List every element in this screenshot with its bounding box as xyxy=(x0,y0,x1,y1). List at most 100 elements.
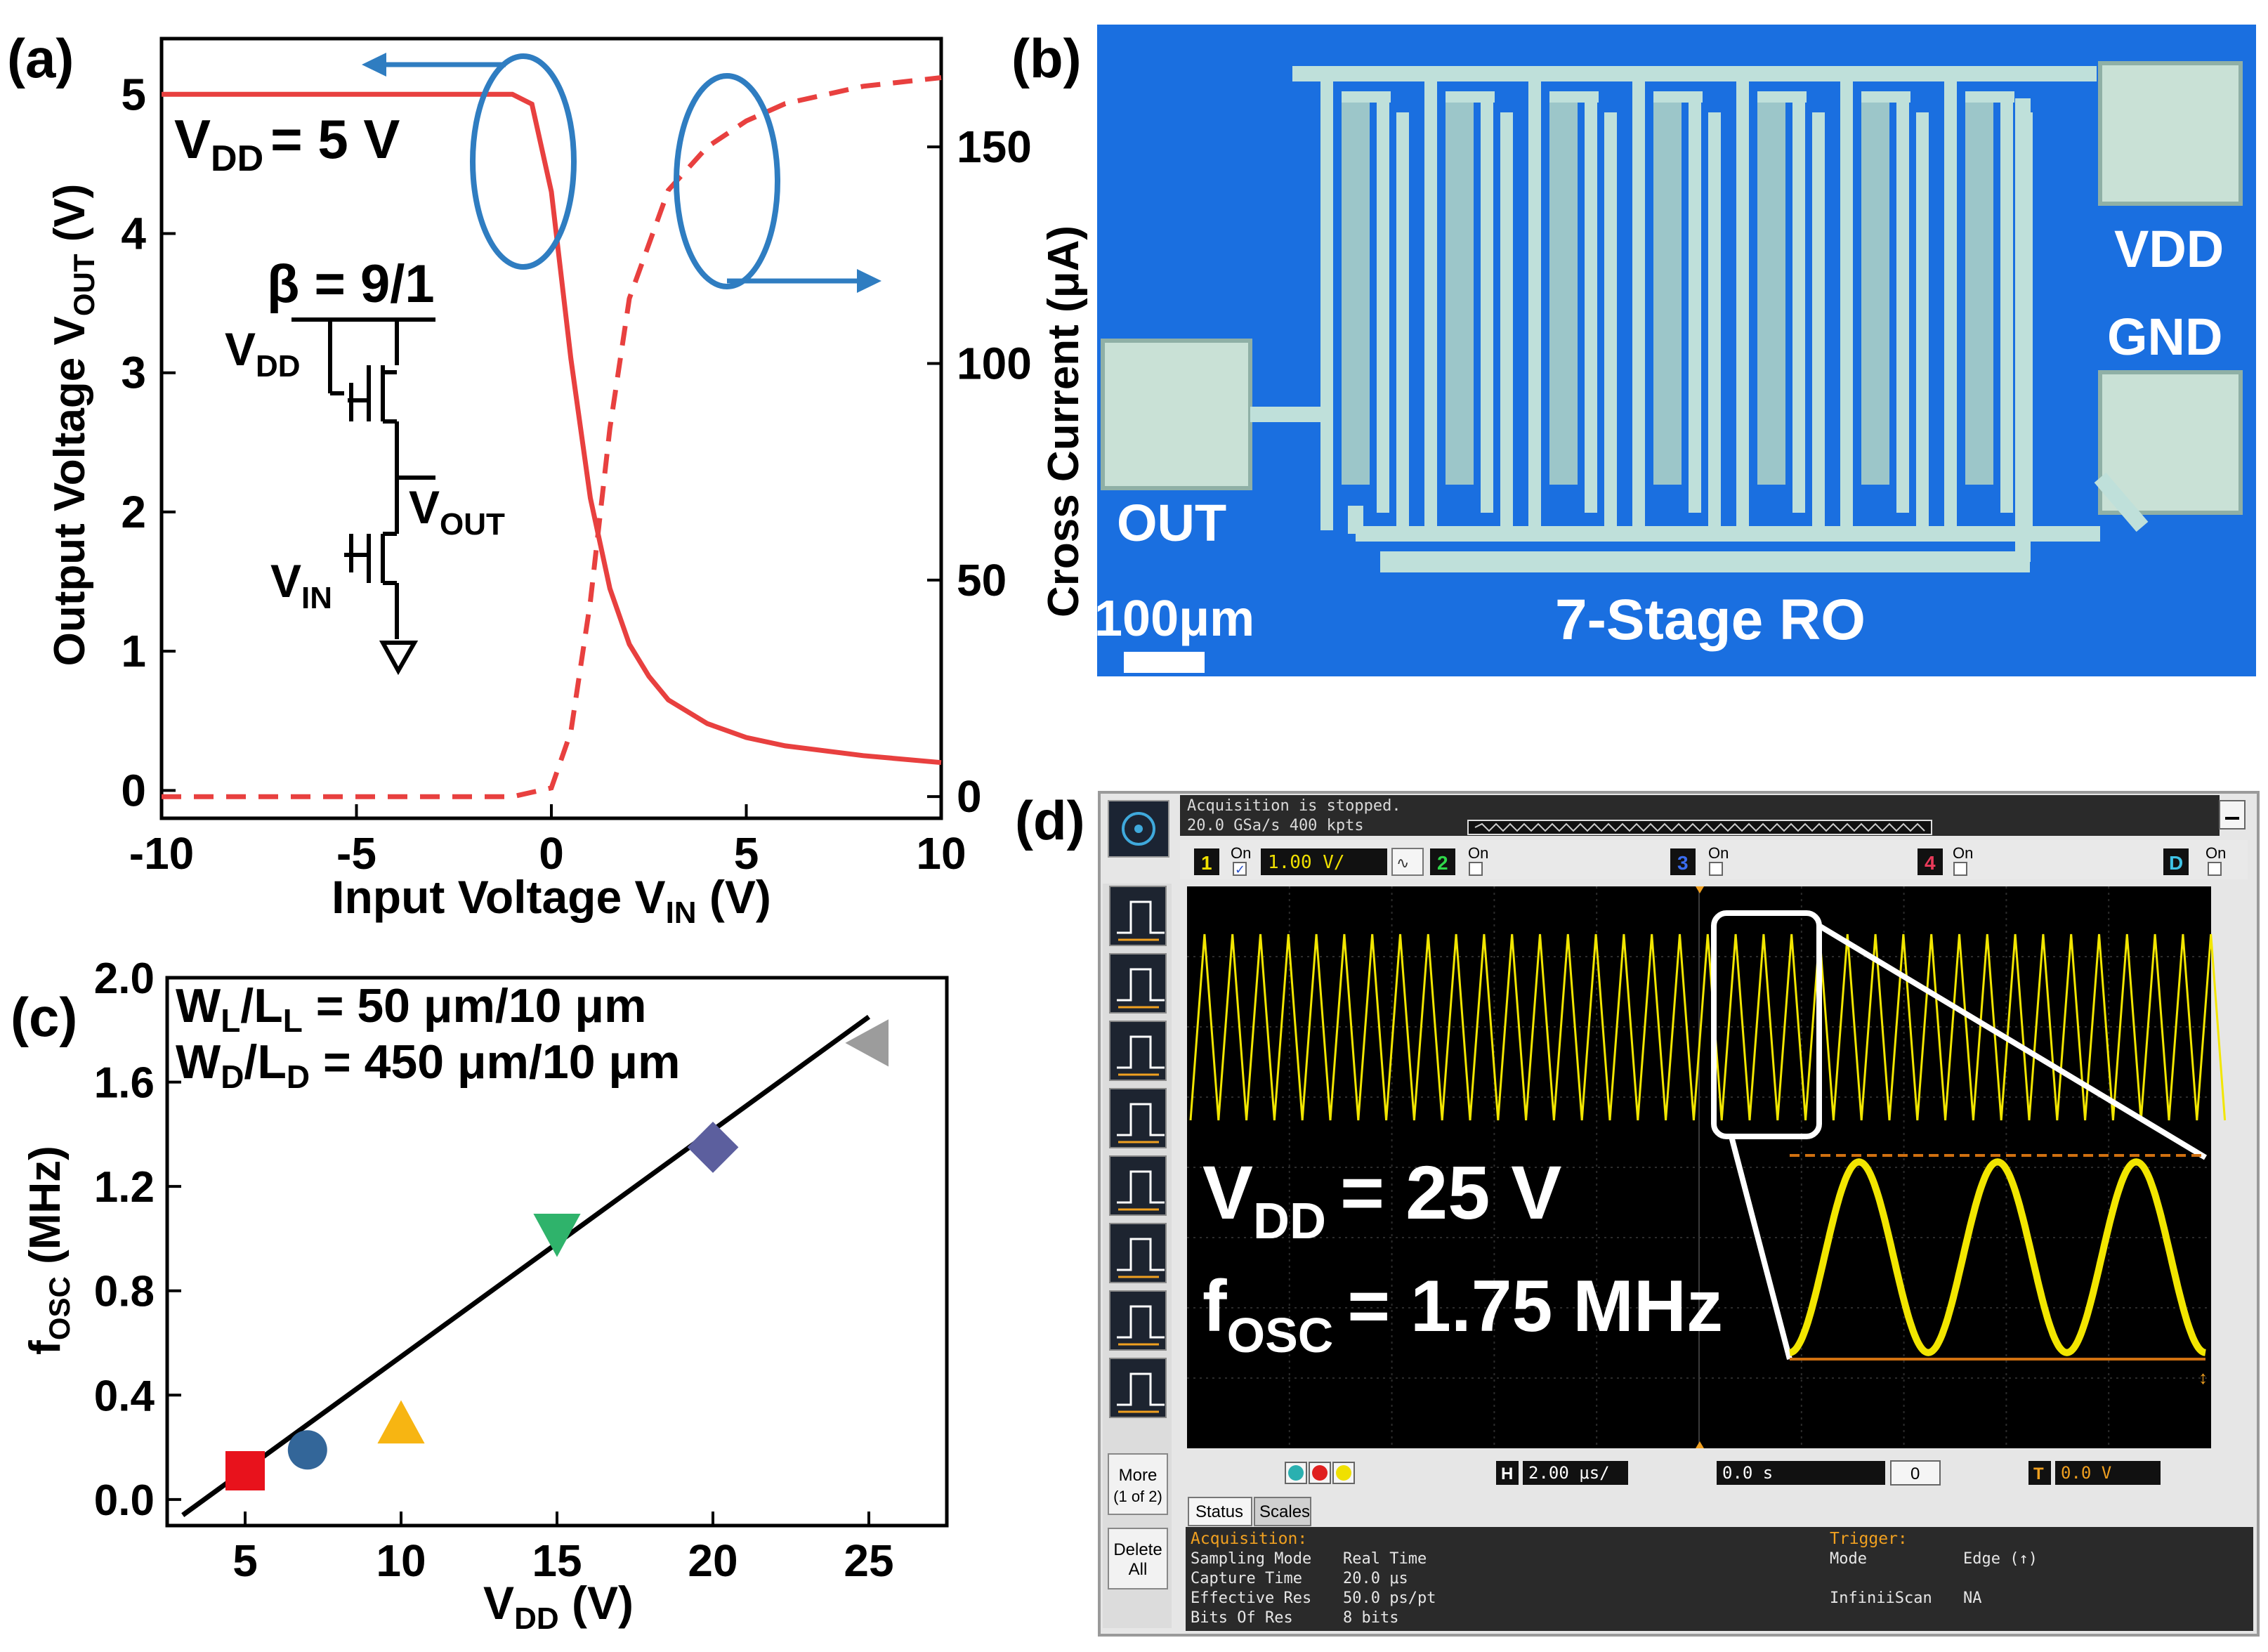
setup-hold-icon xyxy=(1117,1238,1165,1271)
ch1-number: 1 xyxy=(1201,852,1212,874)
trigger-tool-button[interactable] xyxy=(1109,1223,1167,1283)
pad-label-gnd: GND xyxy=(2107,308,2222,366)
ch2-on-checkbox[interactable] xyxy=(1469,862,1483,876)
acquisition-rows: Sampling Mode Real Time Capture Time 20.0 μ… xyxy=(1191,1550,1436,1627)
cyan-dot-icon xyxy=(1288,1465,1304,1481)
t-badge[interactable] xyxy=(2028,1461,2051,1485)
trigger-tool-button[interactable] xyxy=(1109,1021,1167,1081)
t-offset-field[interactable] xyxy=(1717,1461,1885,1485)
ch1-on-checkbox[interactable] xyxy=(1233,862,1247,876)
agilent-logo-dot xyxy=(1134,825,1143,833)
ro-finger-d xyxy=(1708,112,1721,527)
digital-on-label: On xyxy=(2205,844,2226,862)
ch4-number: 4 xyxy=(1925,852,1936,874)
ro-finger-d xyxy=(1500,112,1513,527)
ch1-coupling-button[interactable] xyxy=(1391,848,1424,876)
ro-finger-cap xyxy=(1965,91,2014,103)
panel-a-vdd-label: VDD = 5 V xyxy=(174,108,400,179)
ground-icon xyxy=(379,641,419,676)
ro-finger-d xyxy=(1396,112,1409,527)
yellow-dot-icon xyxy=(1336,1465,1351,1481)
ch4-on-label: On xyxy=(1953,844,1973,862)
ro-finger-b xyxy=(1653,91,1682,485)
trigger-tool-button[interactable] xyxy=(1109,1290,1167,1351)
panel-c-ylabel: fOSC (MHz) xyxy=(21,1146,76,1355)
current-curve-ellipse xyxy=(674,73,780,289)
panel-c-ticks: 5 10 15 20 25 0.0 0.4 0.8 1.2 1.6 2.0 xyxy=(94,955,894,1586)
trigger-tool-button[interactable] xyxy=(1109,953,1167,1014)
ro-finger-cap xyxy=(1446,91,1495,103)
ro-finger-c xyxy=(1896,91,1909,513)
ch2-number: 2 xyxy=(1437,852,1448,874)
panel-a-y2label: Cross Current (μA) xyxy=(1040,225,1088,617)
ro-finger-b xyxy=(1446,91,1474,485)
delete-all-button[interactable] xyxy=(1108,1528,1168,1589)
c-ytick-label: 0.8 xyxy=(94,1268,155,1316)
trigger-rows: Mode Edge (↑) InfiniiScan NA xyxy=(1830,1550,2038,1607)
trigger-level-icon: ↕ xyxy=(2198,1367,2208,1388)
trigger-tool-button[interactable] xyxy=(1109,1155,1167,1216)
ch3-badge[interactable] xyxy=(1670,848,1696,875)
digital-badge[interactable] xyxy=(2163,848,2189,875)
scope-logo-button[interactable] xyxy=(1108,800,1169,858)
pulse-interval-icon xyxy=(1117,1103,1165,1136)
ch1-waveform xyxy=(1189,933,2227,1121)
data-point-triangle-up xyxy=(377,1400,425,1444)
ch4-badge[interactable] xyxy=(1918,848,1943,875)
more-button[interactable] xyxy=(1108,1453,1168,1515)
h-badge[interactable] xyxy=(1496,1461,1519,1485)
ro-finger-d xyxy=(1916,112,1929,527)
ro-finger-cap xyxy=(1653,91,1703,103)
a-ytick-label: 3 xyxy=(121,348,146,398)
ch4-on-checkbox[interactable] xyxy=(1953,862,1967,876)
trigger-tool-button[interactable] xyxy=(1109,1358,1167,1418)
vdd-pad xyxy=(2098,61,2243,206)
delete-button-label: Delete xyxy=(1113,1540,1162,1559)
a-y2tick-label: 0 xyxy=(957,771,982,822)
ro-finger-a xyxy=(1632,74,1645,530)
ro-finger-a xyxy=(1840,74,1853,530)
ch2-on-label: On xyxy=(1468,844,1488,862)
c-xtick-label: 25 xyxy=(844,1535,893,1586)
ch3-on-checkbox[interactable] xyxy=(1709,862,1723,876)
ro-finger-c xyxy=(1481,91,1493,513)
data-point-diamond xyxy=(687,1122,739,1173)
tab-scales-label: Scales xyxy=(1259,1502,1310,1521)
tab-status[interactable] xyxy=(1188,1497,1252,1526)
scale-bar xyxy=(1124,652,1205,673)
trigger-value: NA xyxy=(1963,1589,1982,1607)
zoom-value: 0 xyxy=(1910,1464,1920,1483)
panel-c-label: (c) xyxy=(11,986,77,1048)
panel-c-annot-2: WD/LD = 450 μm/10 μm xyxy=(176,1035,681,1095)
ro-finger-b xyxy=(1549,91,1578,485)
trigger-title: Trigger: xyxy=(1830,1530,1908,1548)
trigger-tool-button[interactable] xyxy=(1109,886,1167,946)
ch1-scale-field[interactable] xyxy=(1261,848,1387,875)
acquisition-title: Acquisition: xyxy=(1191,1530,1307,1548)
ch1-check-icon: ✓ xyxy=(1235,863,1245,877)
ro-finger-a xyxy=(1528,74,1541,530)
ch3-number: 3 xyxy=(1677,852,1689,874)
coupling-icon: ∿ xyxy=(1396,854,1409,872)
digital-on-checkbox[interactable] xyxy=(2208,862,2222,876)
t-offset-value: 0.0 s xyxy=(1722,1463,1773,1483)
acq-key: Sampling Mode xyxy=(1191,1550,1311,1568)
zoom-selection-box xyxy=(1711,910,1822,1139)
ch2-badge[interactable] xyxy=(1430,848,1455,875)
scope-trigger-tools xyxy=(1109,886,1167,1418)
window-minimize-button[interactable] xyxy=(2219,800,2246,830)
tab-scales[interactable] xyxy=(1254,1497,1311,1526)
data-point-triangle-left xyxy=(845,1019,889,1067)
acq-value: 8 bits xyxy=(1343,1609,1398,1627)
acq-key: Capture Time xyxy=(1191,1570,1302,1587)
a-ytick-label: 0 xyxy=(121,765,146,815)
trigger-level-field[interactable] xyxy=(2055,1461,2161,1485)
ro-finger-c xyxy=(1792,91,1805,513)
h-scale-field[interactable] xyxy=(1523,1461,1628,1485)
trigger-tool-button[interactable] xyxy=(1109,1088,1167,1148)
more-button-label: More xyxy=(1119,1466,1158,1485)
zoom-field[interactable] xyxy=(1890,1460,1941,1486)
ch1-badge[interactable] xyxy=(1194,848,1219,875)
h-scale-value: 2.00 μs/ xyxy=(1528,1463,1610,1483)
